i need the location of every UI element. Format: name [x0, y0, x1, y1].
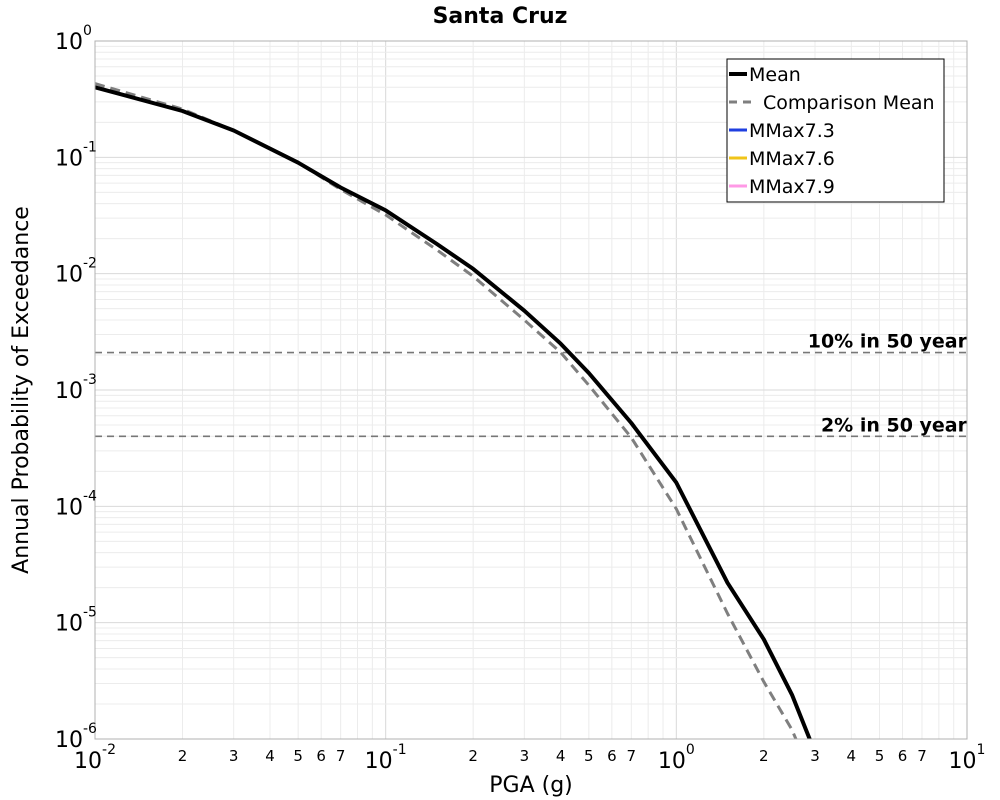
- legend-label: MMax7.3: [749, 120, 835, 142]
- x-minor-tick-label: 2: [178, 747, 188, 765]
- x-minor-tick-label: 3: [229, 747, 239, 765]
- y-tick-label: 10-6: [55, 721, 97, 753]
- x-minor-tick-label: 2: [759, 747, 769, 765]
- x-minor-tick-label: 3: [810, 747, 820, 765]
- legend-label: MMax7.9: [749, 176, 835, 198]
- hazard-level-label: 2% in 50 year: [821, 414, 968, 436]
- x-minor-tick-label: 4: [265, 747, 275, 765]
- x-axis-label: PGA (g): [489, 773, 573, 798]
- y-tick-label: 10-4: [55, 488, 97, 520]
- x-minor-tick-label: 7: [627, 747, 637, 765]
- x-minor-tick-label: 3: [520, 747, 530, 765]
- chart-title: Santa Cruz: [433, 4, 568, 29]
- y-tick-label: 10-1: [55, 139, 97, 171]
- x-tick-label: 10-2: [74, 742, 116, 774]
- y-axis-ticks: 100 10-1 10-2 10-3 10-4 10-5 10-6: [55, 23, 97, 753]
- legend-label: MMax7.6: [749, 148, 835, 170]
- x-minor-tick-label: 7: [917, 747, 927, 765]
- x-tick-label: 10-1: [365, 742, 407, 774]
- x-tick-label: 101: [949, 742, 986, 774]
- legend-label: Mean: [749, 64, 801, 86]
- x-minor-tick-label: 7: [336, 747, 346, 765]
- x-tick-label: 100: [658, 742, 695, 774]
- x-minor-tick-label: 5: [293, 747, 303, 765]
- x-minor-tick-label: 4: [556, 747, 566, 765]
- legend-label: Comparison Mean: [763, 92, 935, 114]
- x-minor-tick-label: 5: [584, 747, 594, 765]
- y-tick-label: 10-2: [55, 256, 97, 288]
- y-tick-label: 10-3: [55, 372, 97, 404]
- legend-box: [726, 58, 945, 203]
- hazard-level-label: 10% in 50 year: [808, 331, 968, 353]
- x-minor-tick-label: 6: [607, 747, 617, 765]
- x-minor-tick-label: 6: [898, 747, 908, 765]
- x-minor-tick-label: 4: [847, 747, 857, 765]
- legend: Mean Comparison Mean MMax7.3 MMax7.6 MMax7.9: [726, 58, 945, 203]
- x-minor-tick-label: 6: [316, 747, 326, 765]
- x-minor-tick-label: 2: [468, 747, 478, 765]
- grid-lines: [94, 41, 967, 740]
- plot-area-frame: [94, 40, 968, 740]
- y-tick-label: 100: [55, 23, 92, 55]
- series-line-mean: [95, 85, 812, 739]
- series-line-comparison-mean: [95, 82, 798, 739]
- y-tick-label: 10-5: [55, 605, 97, 637]
- y-axis-label: Annual Probability of Exceedance: [9, 206, 34, 574]
- hazard-level-lines: 10% in 50 year 2% in 50 year: [95, 331, 968, 438]
- series-lines: [95, 82, 812, 739]
- x-minor-tick-label: 5: [875, 747, 885, 765]
